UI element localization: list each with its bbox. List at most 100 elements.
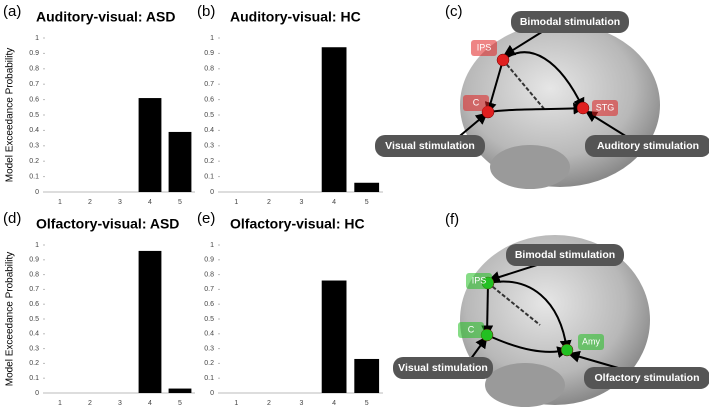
- y-tick-label: 0.1: [204, 173, 214, 180]
- region-label: C: [473, 97, 480, 107]
- y-tick-label: 0.7: [204, 81, 214, 88]
- y-tick-label: 0: [210, 189, 214, 196]
- stimulus-box: [506, 244, 624, 266]
- bar: [138, 250, 162, 393]
- x-tick-label: 1: [234, 199, 238, 206]
- y-tick-label: 0.4: [29, 127, 39, 134]
- arrow: [487, 102, 586, 115]
- y-tick-label: 1: [35, 242, 39, 249]
- stimulus-label: Bimodal stimulation: [520, 16, 620, 28]
- y-tick-label: 0: [35, 189, 39, 196]
- y-tick-label: 0.6: [204, 301, 214, 308]
- y-tick-label: 0.2: [204, 158, 214, 165]
- y-tick-label: 0: [35, 390, 39, 397]
- y-tick-label: 0.7: [29, 286, 39, 293]
- panel-label: (b): [197, 3, 215, 20]
- arrow: [469, 336, 488, 361]
- x-tick-label: 2: [88, 199, 92, 206]
- y-tick-label: 1: [35, 35, 39, 42]
- y-tick-label: 0.3: [29, 143, 39, 150]
- y-axis-label: Model Exceedance Probability: [5, 252, 16, 387]
- region-node: [560, 343, 574, 357]
- stimulus-box: [511, 11, 629, 33]
- x-tick-label: 2: [267, 400, 271, 407]
- x-tick-label: 3: [118, 400, 122, 407]
- x-tick-label: 1: [234, 400, 238, 407]
- panel-label: (e): [197, 210, 215, 227]
- y-tick-label: 0.8: [204, 271, 214, 278]
- y-tick-label: 0.5: [29, 112, 39, 119]
- cerebellum: [485, 363, 565, 407]
- y-tick-label: 0: [210, 390, 214, 397]
- region-label-box: [463, 95, 489, 111]
- x-tick-label: 5: [365, 400, 369, 407]
- bar: [138, 98, 162, 192]
- region-label-box: [458, 322, 484, 338]
- x-tick-label: 1: [58, 199, 62, 206]
- chart-title: Olfactory-visual: ASD: [36, 216, 179, 232]
- bar: [321, 47, 347, 192]
- stimulus-box: [393, 357, 493, 379]
- y-tick-label: 0.1: [29, 173, 39, 180]
- y-tick-label: 1: [210, 35, 214, 42]
- y-tick-label: 0.4: [29, 331, 39, 338]
- arrow: [502, 29, 546, 57]
- x-tick-label: 1: [58, 400, 62, 407]
- region-label-box: [592, 100, 618, 116]
- panel-label: (c): [445, 3, 463, 20]
- region-label: Amy: [582, 336, 601, 346]
- y-tick-label: 0.5: [204, 316, 214, 323]
- y-tick-label: 0.9: [204, 257, 214, 264]
- y-tick-label: 0.7: [29, 81, 39, 88]
- y-tick-label: 1: [210, 242, 214, 249]
- y-tick-label: 0.1: [29, 375, 39, 382]
- arrow: [486, 334, 570, 358]
- cerebellum: [490, 145, 570, 189]
- region-label-box: [578, 334, 604, 350]
- stimulus-label: Bimodal stimulation: [515, 249, 615, 261]
- stimulus-box: [375, 135, 485, 157]
- region-label-box: [471, 40, 497, 56]
- region-label-box: [466, 273, 492, 289]
- y-tick-label: 0.6: [29, 301, 39, 308]
- y-tick-label: 0.6: [29, 96, 39, 103]
- x-tick-label: 5: [365, 199, 369, 206]
- y-tick-label: 0.9: [204, 50, 214, 57]
- dashed-connection: [487, 282, 541, 326]
- chart-title: Auditory-visual: HC: [230, 9, 361, 25]
- stimulus-box: [584, 367, 709, 389]
- y-axis-label: Model Exceedance Probability: [5, 48, 16, 183]
- y-tick-label: 0.8: [204, 66, 214, 73]
- bar: [168, 131, 192, 192]
- stimulus-label: Visual stimulation: [398, 362, 488, 374]
- x-tick-label: 3: [118, 199, 122, 206]
- region-node: [496, 53, 510, 67]
- y-tick-label: 0.5: [204, 112, 214, 119]
- x-tick-label: 3: [300, 199, 304, 206]
- region-label: IPS: [472, 275, 487, 285]
- stimulus-label: Visual stimulation: [385, 140, 475, 152]
- x-tick-label: 4: [148, 400, 152, 407]
- x-tick-label: 5: [178, 199, 182, 206]
- y-tick-label: 0.6: [204, 96, 214, 103]
- arrow: [484, 59, 504, 115]
- stimulus-label: Olfactory stimulation: [594, 372, 699, 384]
- y-tick-label: 0.4: [204, 331, 214, 338]
- y-tick-label: 0.3: [204, 143, 214, 150]
- bar: [168, 388, 192, 393]
- stimulus-label: Auditory stimulation: [597, 140, 699, 152]
- arrow: [481, 282, 494, 338]
- x-tick-label: 2: [88, 400, 92, 407]
- y-tick-label: 0.1: [204, 375, 214, 382]
- x-tick-label: 3: [300, 400, 304, 407]
- y-tick-label: 0.8: [29, 66, 39, 73]
- y-tick-label: 0.9: [29, 50, 39, 57]
- y-tick-label: 0.4: [204, 127, 214, 134]
- x-tick-label: 4: [332, 199, 336, 206]
- y-tick-label: 0.7: [204, 286, 214, 293]
- region-label: IPS: [477, 42, 492, 52]
- x-tick-label: 5: [178, 400, 182, 407]
- y-tick-label: 0.9: [29, 257, 39, 264]
- chart-title: Olfactory-visual: HC: [230, 216, 365, 232]
- x-tick-label: 4: [148, 199, 152, 206]
